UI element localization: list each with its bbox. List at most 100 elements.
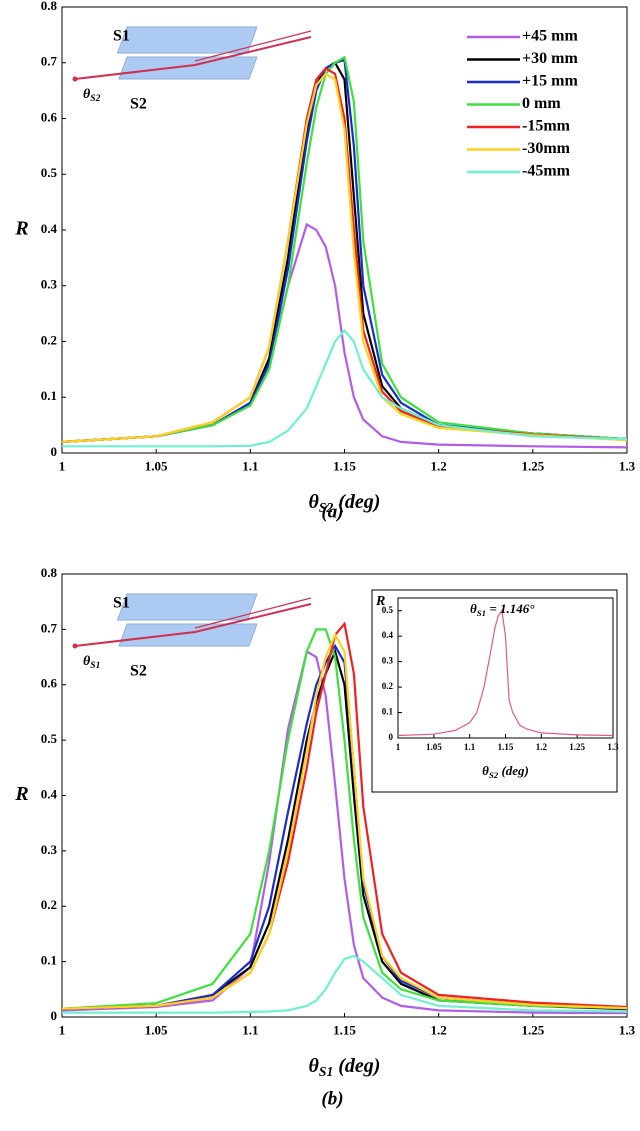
annotation: θS1 = 1.146° <box>470 601 535 618</box>
y-tick-label: 0.7 <box>41 54 58 69</box>
y-tick-label: 0.1 <box>382 707 394 717</box>
x-axis-label-sub: S1 <box>319 1064 333 1079</box>
data-line <box>61 648 628 1011</box>
x-axis-label-main: θ <box>309 491 320 513</box>
crystal-lower <box>118 623 258 647</box>
x-tick-label: 1.2 <box>431 1022 447 1037</box>
x-tick-label: 1.25 <box>521 1022 544 1037</box>
y-tick-label: 0.1 <box>41 388 57 403</box>
y-tick-label: 0.5 <box>382 605 394 615</box>
y-tick-label: 0.4 <box>382 630 394 640</box>
y-axis-label: R <box>14 218 28 240</box>
beam <box>74 36 312 80</box>
beam-source <box>72 76 78 82</box>
y-tick-label: 0.4 <box>41 221 58 236</box>
y-tick-label: 0 <box>51 1008 58 1023</box>
crystal-lower <box>118 56 258 80</box>
y-tick-label: 0.3 <box>382 656 394 666</box>
data-line <box>62 328 628 448</box>
x-tick-label: 1.2 <box>431 458 447 473</box>
x-tick-label: 1.05 <box>145 1022 168 1037</box>
x-tick-label: 1.1 <box>464 742 476 752</box>
legend-label: +15 mm <box>522 73 578 90</box>
legend-label: +30 mm <box>522 50 578 67</box>
diagram-label: S2 <box>130 663 147 680</box>
beam-source <box>72 643 78 649</box>
x-axis-label-sub: S2 <box>319 500 334 515</box>
y-tick-label: 0.2 <box>382 681 394 691</box>
y-tick-label: 0.5 <box>41 731 58 746</box>
x-tick-label: 1.3 <box>619 458 636 473</box>
annotation-sub: S1 <box>477 608 486 618</box>
y-tick-label: 0.4 <box>41 786 58 801</box>
y-tick-label: 0.7 <box>41 620 58 635</box>
y-tick-label: 0.2 <box>41 897 57 912</box>
diagram-label: S1 <box>113 595 130 612</box>
y-tick-label: 0 <box>51 444 58 459</box>
y-tick-label: 0.5 <box>41 165 58 180</box>
y-tick-label: 0.8 <box>41 565 58 580</box>
caption: (b) <box>321 1088 343 1109</box>
x-axis-label: θS1 (deg) <box>309 1055 381 1080</box>
y-axis-label: R <box>375 594 385 609</box>
x-tick-label: 1.15 <box>333 1022 356 1037</box>
legend-label: -45mm <box>522 163 571 180</box>
data-line <box>61 222 628 449</box>
x-tick-label: 1.3 <box>607 742 619 752</box>
data-line <box>61 72 628 443</box>
diagram-angle-sub: S2 <box>90 94 100 104</box>
x-axis-label-main: θ <box>482 763 489 778</box>
x-tick-label: 1.15 <box>498 742 514 752</box>
crystal-upper <box>116 26 258 54</box>
legend-label: 0 mm <box>522 95 561 112</box>
x-tick-label: 1.1 <box>242 1022 258 1037</box>
y-tick-label: 0.1 <box>41 953 57 968</box>
data-line <box>61 55 628 443</box>
beam <box>194 30 312 62</box>
diagram-label: S2 <box>130 96 147 113</box>
diagram-angle-main: θ <box>83 87 91 102</box>
x-tick-label: 1.2 <box>536 742 548 752</box>
data-line <box>397 609 614 737</box>
x-tick-label: 1.05 <box>145 458 168 473</box>
caption: (a) <box>321 501 343 522</box>
x-tick-label: 1.05 <box>426 742 442 752</box>
annotation-rest: = 1.146° <box>486 601 535 616</box>
y-tick-label: 0.2 <box>41 332 57 347</box>
x-tick-label: 1.3 <box>619 1022 636 1037</box>
x-axis-label-rest: (deg) <box>333 1055 380 1077</box>
x-axis-label-main: θ <box>309 1055 320 1077</box>
data-line <box>61 58 628 443</box>
y-tick-label: 0.8 <box>41 0 58 13</box>
legend-label: +45 mm <box>522 28 578 45</box>
data-line <box>61 632 628 1010</box>
x-tick-label: 1.25 <box>569 742 585 752</box>
x-tick-label: 1.15 <box>333 458 356 473</box>
diagram-label: S1 <box>113 28 130 45</box>
x-axis-label: θS2 (deg) <box>482 763 529 780</box>
x-axis-label-rest: (deg) <box>333 491 380 513</box>
y-tick-label: 0.3 <box>41 842 58 857</box>
legend-label: -30mm <box>522 140 571 157</box>
y-axis-label: R <box>14 783 28 805</box>
diagram-angle: θS2 <box>83 87 101 104</box>
y-tick-label: 0.3 <box>41 277 58 292</box>
inset-frame <box>371 589 618 793</box>
x-tick-label: 1.1 <box>242 458 258 473</box>
beam <box>194 597 312 629</box>
crystal-upper <box>116 593 258 621</box>
data-line <box>62 954 628 1014</box>
x-tick-label: 1 <box>396 742 401 752</box>
x-tick-label: 1.25 <box>521 458 544 473</box>
diagram-angle-main: θ <box>83 654 91 669</box>
x-axis-label-sub: S2 <box>489 770 499 780</box>
x-axis-label-rest: (deg) <box>498 763 529 778</box>
diagram-angle: θS1 <box>83 654 100 671</box>
beam <box>74 603 312 647</box>
y-tick-label: 0 <box>389 732 394 742</box>
diagram-angle-sub: S1 <box>90 661 100 671</box>
x-tick-label: 1 <box>59 458 66 473</box>
x-tick-label: 1 <box>59 1022 66 1037</box>
legend-label: -15mm <box>522 118 571 135</box>
